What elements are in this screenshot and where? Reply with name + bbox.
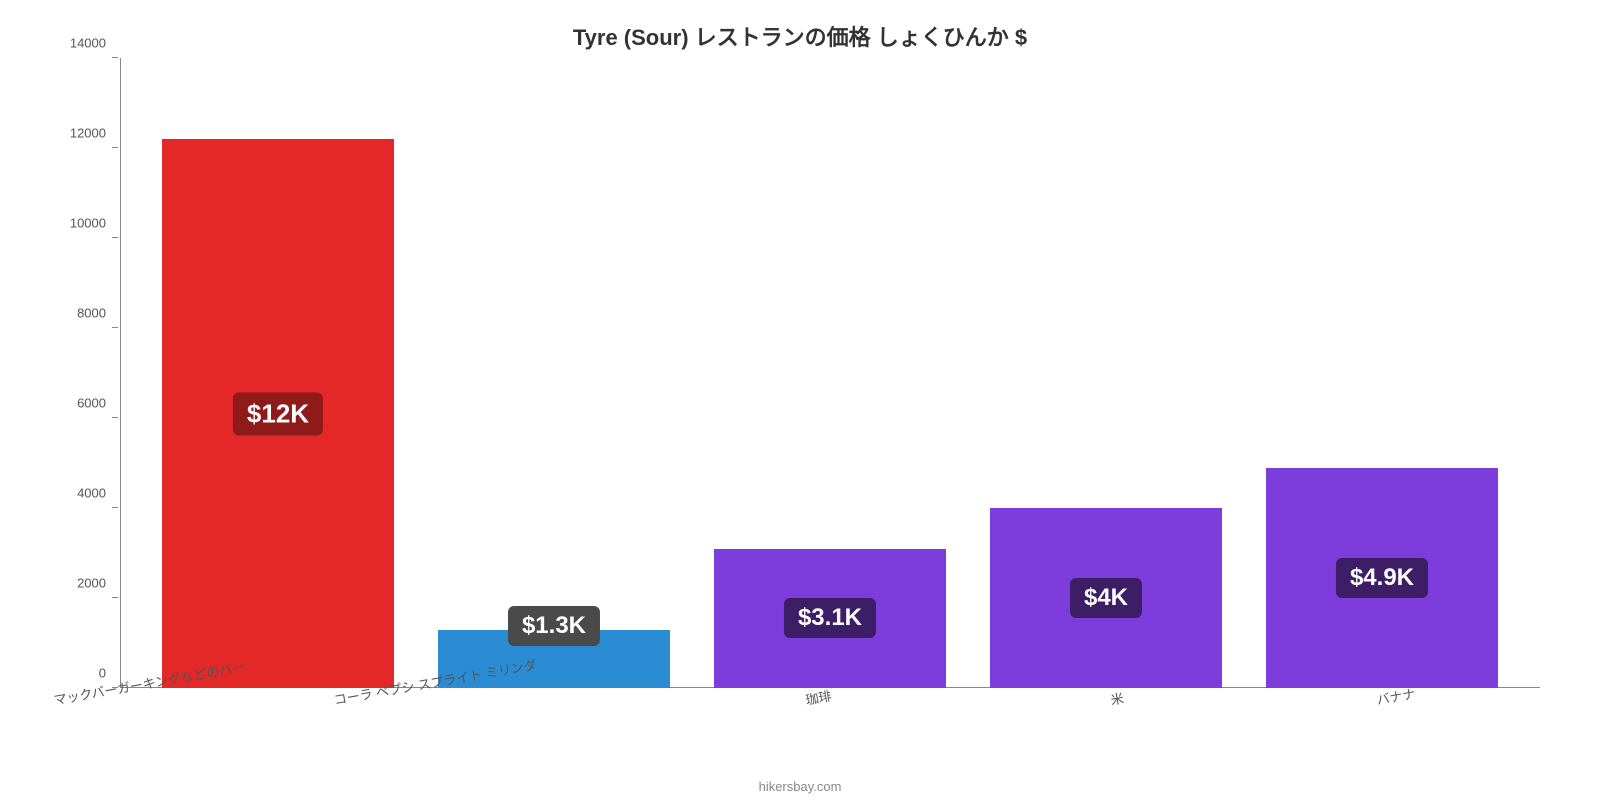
x-label-slot: 珈琲 <box>684 690 976 770</box>
x-axis-label: 米 <box>1109 688 1125 709</box>
x-label-slot: コーラ ペプシ スプライト ミリンダ <box>392 690 684 770</box>
y-tick-mark <box>112 507 118 508</box>
y-tick-label: 4000 <box>46 486 106 501</box>
bar-slot: $12K <box>140 58 416 688</box>
y-tick-label: 10000 <box>46 216 106 231</box>
y-tick-label: 12000 <box>46 126 106 141</box>
x-label-slot: バナナ <box>1268 690 1560 770</box>
attribution-text: hikersbay.com <box>0 779 1600 794</box>
y-tick-mark <box>112 597 118 598</box>
x-label-slot: 米 <box>976 690 1268 770</box>
y-tick-label: 6000 <box>46 396 106 411</box>
price-bar-chart: Tyre (Sour) レストランの価格 しょくひんか $ 0200040006… <box>0 0 1600 800</box>
bar-slot: $3.1K <box>692 58 968 688</box>
bar-slot: $4.9K <box>1244 58 1520 688</box>
bar: $12K <box>162 139 394 688</box>
bar-slot: $1.3K <box>416 58 692 688</box>
value-badge: $1.3K <box>508 606 600 646</box>
y-tick-label: 14000 <box>46 36 106 51</box>
y-tick-label: 0 <box>46 666 106 681</box>
bars-container: $12K $1.3K $3.1K $4K $4.9K <box>120 58 1540 688</box>
y-tick-mark <box>112 417 118 418</box>
y-tick-mark <box>112 57 118 58</box>
value-badge: $3.1K <box>784 598 876 638</box>
value-badge: $4K <box>1070 578 1142 618</box>
bar: $4K <box>990 508 1222 688</box>
chart-title: Tyre (Sour) レストランの価格 しょくひんか $ <box>40 20 1560 52</box>
y-tick-mark <box>112 327 118 328</box>
x-axis-labels: マックバーガーキングなどのバーコーラ ペプシ スプライト ミリンダ珈琲米バナナ <box>80 690 1580 770</box>
value-badge: $12K <box>233 392 323 435</box>
bar: $4.9K <box>1266 468 1498 689</box>
value-badge: $4.9K <box>1336 558 1428 598</box>
y-tick-label: 2000 <box>46 576 106 591</box>
plot-area: 02000400060008000100001200014000 $12K$1.… <box>120 58 1540 688</box>
y-tick-mark <box>112 237 118 238</box>
x-axis-label: 珈琲 <box>804 685 833 708</box>
y-tick-mark <box>112 147 118 148</box>
bar-slot: $4K <box>968 58 1244 688</box>
bar: $3.1K <box>714 549 946 689</box>
y-axis: 02000400060008000100001200014000 <box>110 58 120 688</box>
y-tick-label: 8000 <box>46 306 106 321</box>
